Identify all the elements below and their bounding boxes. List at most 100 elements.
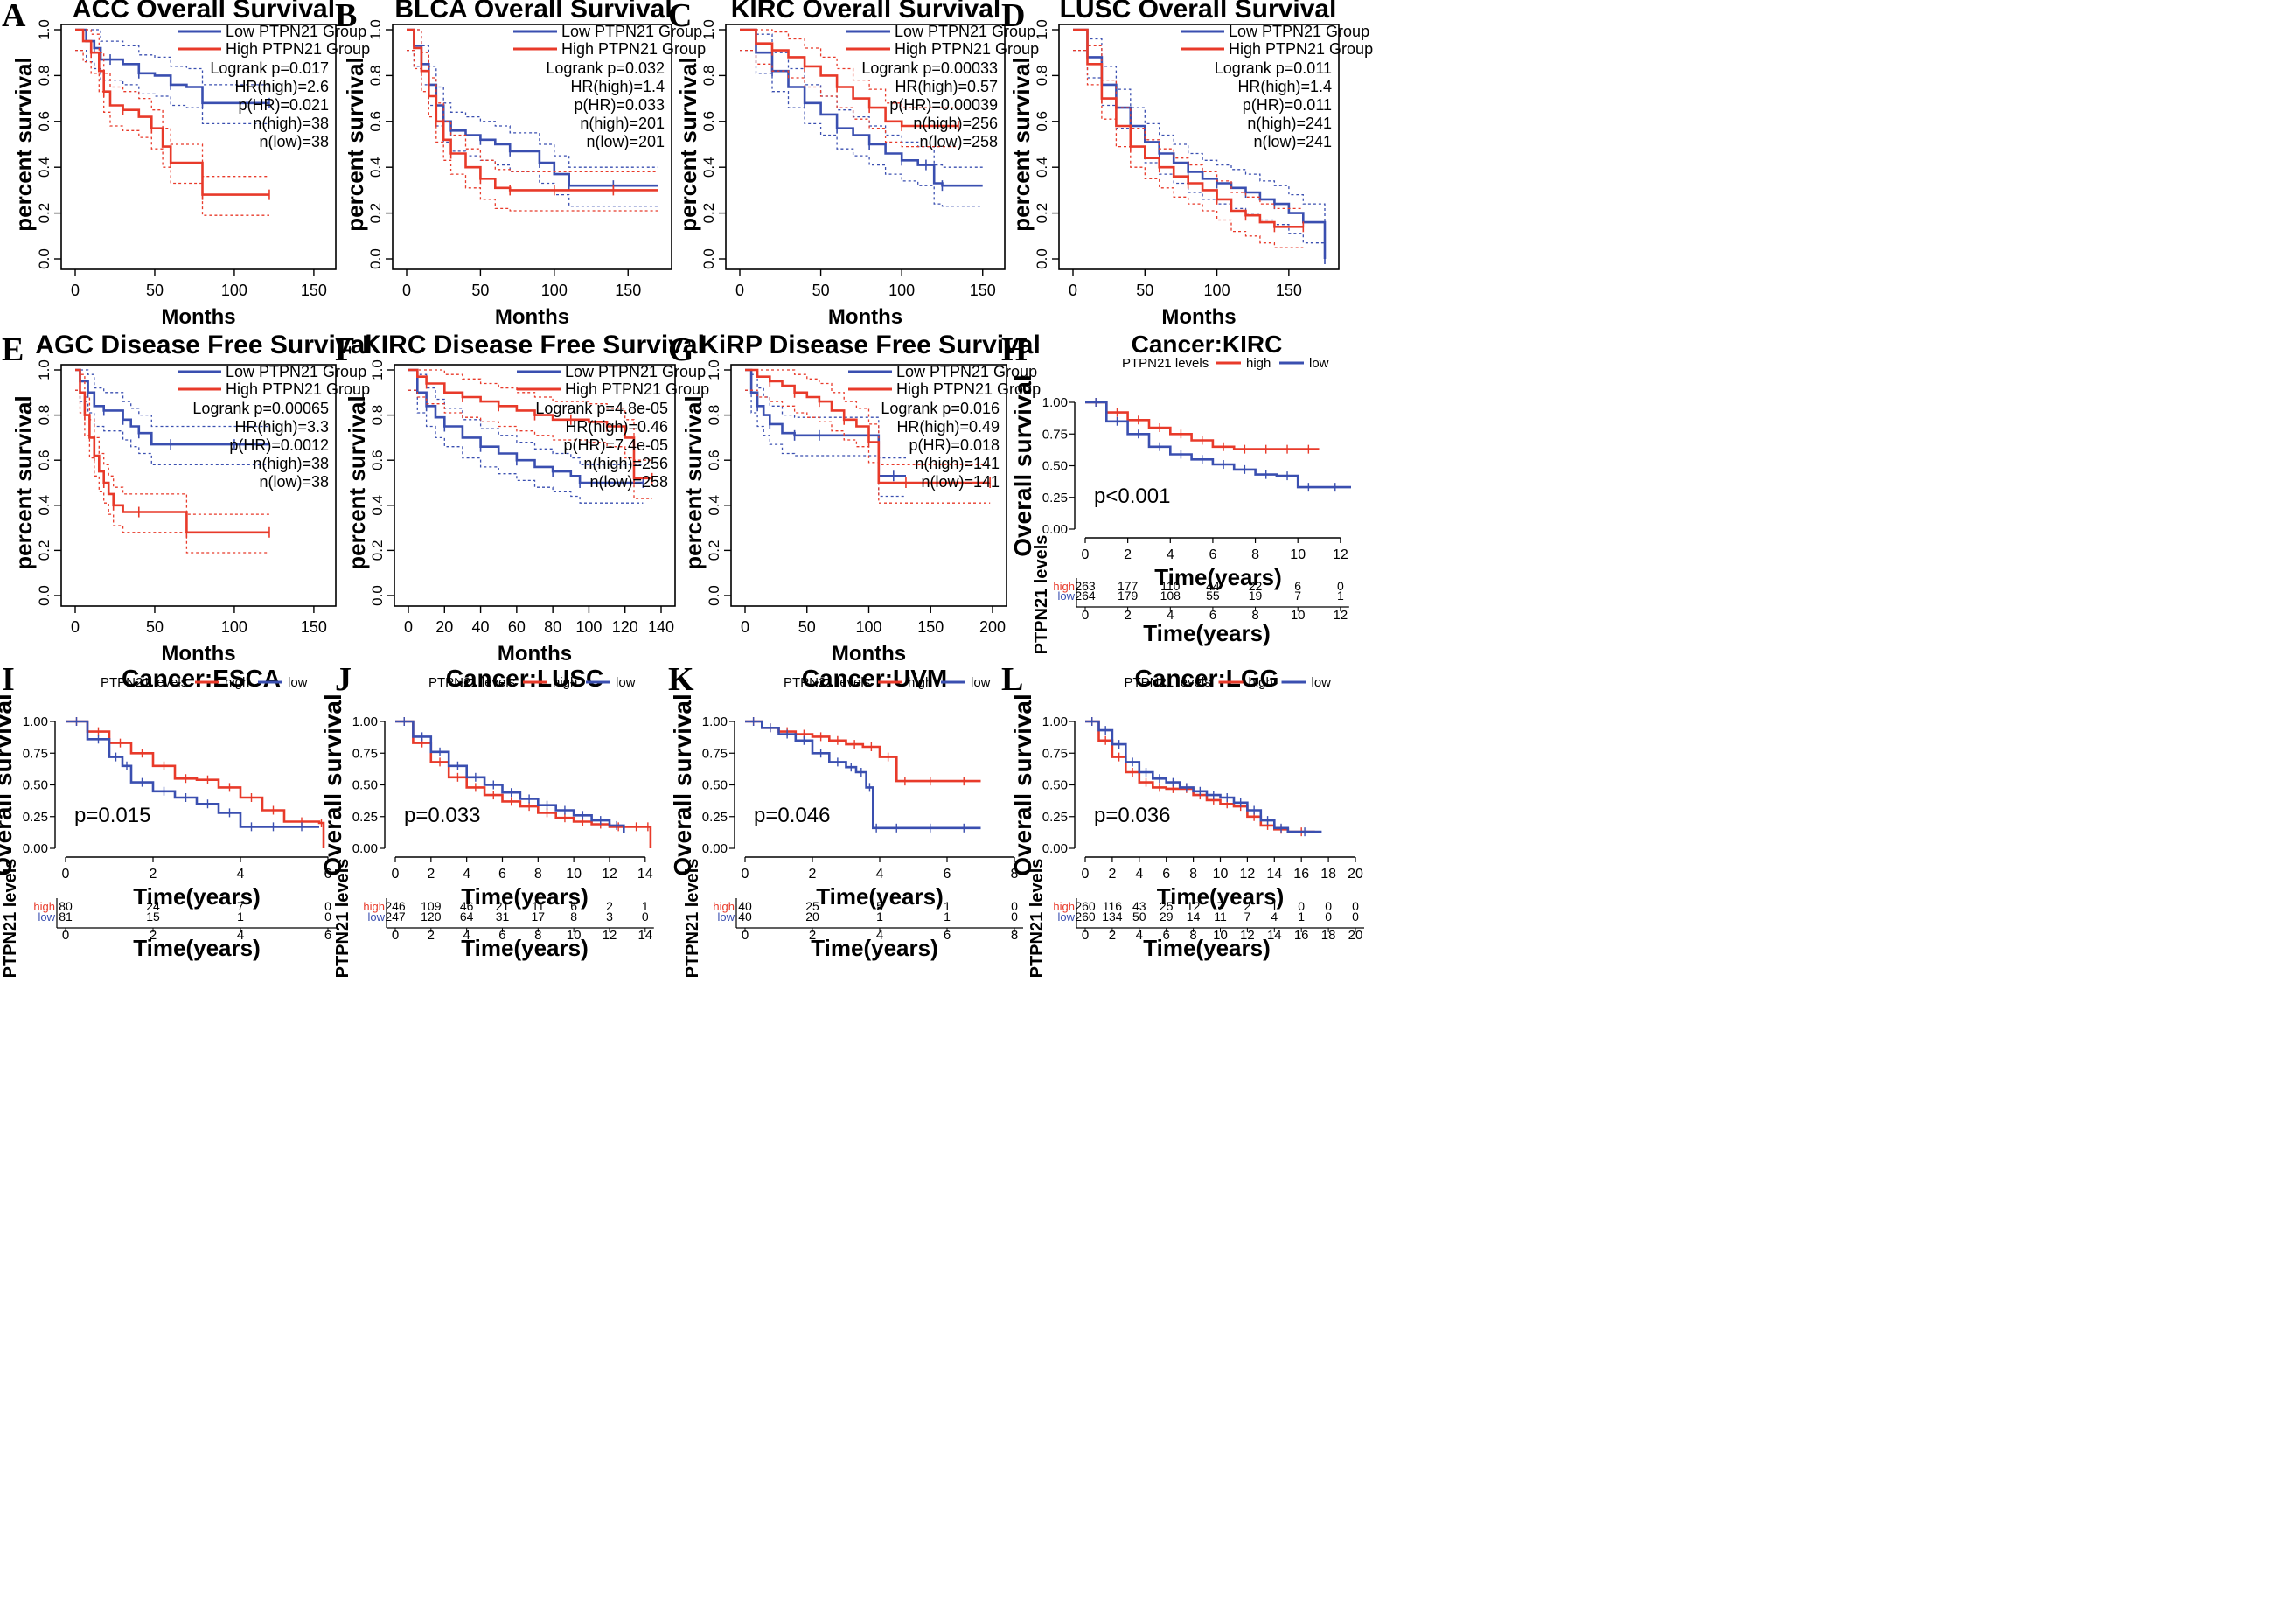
- x-tick-label: 150: [301, 282, 327, 299]
- x-tick-label: 120: [612, 618, 638, 636]
- stat-text: n(low)=38: [259, 473, 329, 491]
- x-tick-label: 0: [735, 282, 744, 299]
- risk-count-low: 4: [1271, 910, 1278, 924]
- x-tick-label: 20: [435, 618, 453, 636]
- x-axis-label: Time(years): [133, 883, 261, 910]
- series-high: [1085, 398, 1320, 454]
- risk-count-low: 55: [1206, 589, 1220, 603]
- risk-count-low: 7: [1244, 910, 1251, 924]
- x-tick-label: 18: [1320, 867, 1336, 882]
- y-axis: 0.0 0.2 0.4 0.6 0.8 1.0: [700, 19, 726, 269]
- risk-row-label-low: low: [1057, 910, 1075, 924]
- series-high: [395, 717, 652, 848]
- y-tick-label: 1.0: [367, 19, 384, 40]
- legend-high: High PTPN21 Group: [226, 380, 370, 398]
- x-axis-label: Months: [828, 305, 902, 329]
- x-tick-label: 40: [472, 618, 490, 636]
- y-tick-label: 0.00: [1042, 522, 1068, 537]
- risk-tick-label: 2: [428, 928, 435, 943]
- y-tick-label: 0.6: [36, 111, 52, 132]
- x-tick-label: 0: [402, 282, 411, 299]
- risk-count-low: 1: [1298, 910, 1305, 924]
- ci-upper-line: [75, 29, 269, 178]
- x-tick-label: 4: [237, 867, 245, 882]
- ci-upper-line: [1073, 29, 1326, 240]
- panel-f: F KIRC Disease Free Survival0.00.20.40.60…: [335, 331, 709, 666]
- risk-tick-label: 0: [62, 928, 69, 943]
- risk-count-high: 11: [532, 899, 545, 913]
- y-tick-label: 0.0: [1034, 248, 1050, 269]
- risk-row-label-low: low: [367, 910, 385, 924]
- x-tick-label: 0: [1069, 282, 1077, 299]
- stat-text: n(low)=258: [589, 473, 668, 491]
- x-tick-label: 0: [71, 282, 80, 299]
- risk-x-axis-label: Time(years): [133, 935, 261, 961]
- panel-label: G: [668, 331, 694, 368]
- series-low: [395, 717, 625, 833]
- risk-count-low: 0: [1325, 910, 1332, 924]
- risk-count-high: 1: [1271, 899, 1278, 913]
- ci-upper-line: [1073, 29, 1304, 210]
- risk-tick-label: 10: [1213, 928, 1228, 943]
- risk-table: highlow260260011613424350425296121487111…: [1028, 859, 1364, 978]
- risk-count-high: 246: [385, 899, 406, 913]
- y-tick-label: 0.75: [1042, 746, 1068, 761]
- x-axis: 0 2 4 6 8: [742, 857, 1019, 882]
- risk-count-low: 134: [1102, 910, 1123, 924]
- ci-lower-line: [745, 389, 991, 504]
- survival-curve: [408, 368, 644, 484]
- ci-lower-line: [75, 389, 269, 554]
- x-tick-label: 150: [1276, 282, 1302, 299]
- risk-count-high: 110: [1160, 579, 1181, 593]
- risk-count-high: 80: [59, 899, 73, 913]
- panel-label: E: [2, 331, 24, 368]
- stat-text: Logrank p=0.00065: [192, 400, 329, 417]
- chart-title: ACC Overall Survival: [73, 0, 335, 24]
- legend-low: Low PTPN21 Group: [226, 363, 366, 380]
- y-axis: 0.0 0.2 0.4 0.6 0.8 1.0: [706, 359, 731, 606]
- risk-count-high: 0: [1337, 579, 1344, 593]
- risk-count-low: 50: [1132, 910, 1146, 924]
- panel-label: L: [1001, 661, 1023, 698]
- ci-lower-line: [407, 49, 658, 212]
- y-tick-label: 0.50: [702, 778, 728, 793]
- survival-curve: [745, 368, 906, 477]
- series-high: [745, 368, 991, 504]
- risk-y-axis-label: PTPN21 levels: [333, 859, 352, 979]
- survival-curve: [1085, 401, 1351, 489]
- y-axis: 0.0 0.2 0.4 0.6 0.8 1.0: [36, 359, 61, 606]
- chart-title: AGC Disease Free Survival: [35, 331, 372, 359]
- y-axis-label: Overall survival: [1009, 694, 1036, 876]
- legend-low: Low PTPN21 Group: [896, 363, 1037, 380]
- stat-text: n(low)=258: [919, 133, 998, 150]
- plot-frame: [1058, 24, 1340, 270]
- y-tick-label: 1.00: [1042, 714, 1068, 729]
- y-tick-label: 1.0: [36, 19, 52, 40]
- y-axis: 0.0 0.2 0.4 0.6 0.8 1.0: [36, 19, 61, 269]
- y-tick-label: 0.00: [702, 841, 728, 856]
- x-tick-label: 4: [876, 867, 884, 882]
- ci-upper-line: [408, 369, 652, 461]
- risk-tick-label: 4: [463, 928, 470, 943]
- risk-tick-label: 4: [1167, 608, 1174, 623]
- stat-text: Logrank p=0.011: [1215, 59, 1332, 77]
- legend-low: Low PTPN21 Group: [561, 23, 702, 40]
- plot-frame: [392, 24, 672, 270]
- strata-high: high: [1246, 356, 1271, 371]
- y-tick-label: 0.2: [1034, 203, 1050, 224]
- y-tick-label: 1.00: [23, 714, 48, 729]
- stat-text: n(high)=38: [253, 115, 329, 132]
- y-tick-label: 0.4: [36, 495, 52, 516]
- strata-low: low: [1312, 675, 1332, 690]
- stat-text: n(high)=141: [915, 455, 1000, 472]
- strata-high: high: [553, 675, 577, 690]
- risk-count-low: 15: [146, 910, 160, 924]
- legend-low: Low PTPN21 Group: [226, 23, 366, 40]
- x-tick-label: 14: [1266, 867, 1282, 882]
- risk-table: highlow8081024152714006Time(years)PTPN21…: [1, 859, 337, 978]
- stat-text: Logrank p=0.032: [546, 59, 665, 77]
- strata-high: high: [225, 675, 249, 690]
